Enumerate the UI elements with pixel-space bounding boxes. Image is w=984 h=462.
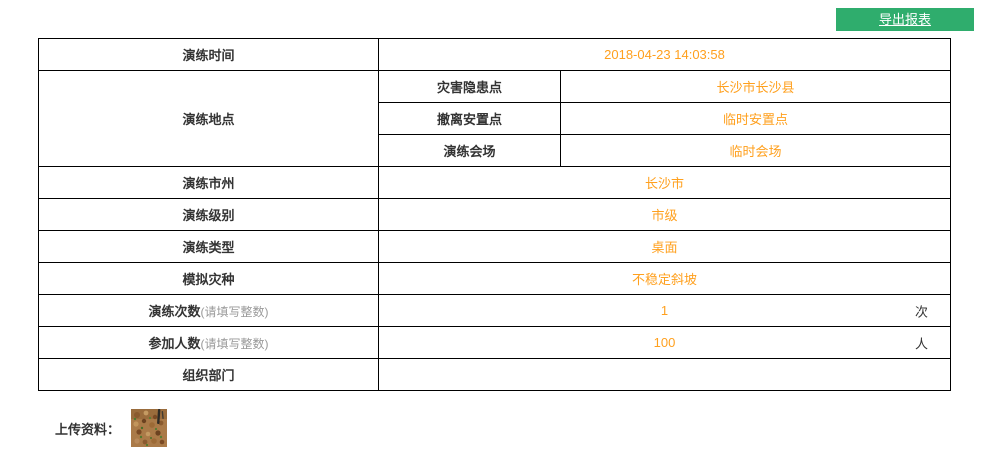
organizing-department-label: 组织部门 <box>38 358 379 391</box>
drill-time-label: 演练时间 <box>38 38 379 71</box>
export-report-button[interactable]: 导出报表 <box>836 8 974 31</box>
evacuation-point-label: 撤离安置点 <box>378 102 561 135</box>
participants-label-text: 参加人数 <box>148 336 201 351</box>
simulated-disaster-label: 模拟灾种 <box>38 262 379 295</box>
drill-count-number[interactable]: 1 <box>660 303 669 318</box>
participants-unit: 人 <box>914 336 928 351</box>
soil-photo-thumbnail[interactable] <box>131 409 168 447</box>
evacuation-point-value[interactable]: 临时安置点 <box>560 102 951 135</box>
drill-count-label: 演练次数(请填写整数) <box>38 294 379 327</box>
drill-count-unit: 次 <box>914 304 928 319</box>
upload-materials-label: 上传资料： <box>55 421 121 437</box>
row-drill-location-evacuation: 撤离安置点 临时安置点 <box>39 102 951 135</box>
drill-level-label: 演练级别 <box>38 198 379 231</box>
row-drill-level: 演练级别 市级 <box>38 198 951 231</box>
participants-hint: (请填写整数) <box>200 337 269 351</box>
row-drill-location-hazard: 演练地点 灾害隐患点 长沙市长沙县 <box>38 70 951 167</box>
hazard-point-label: 灾害隐患点 <box>378 70 561 103</box>
participants-number[interactable]: 100 <box>653 335 676 350</box>
drill-type-label: 演练类型 <box>38 230 379 263</box>
drill-time-value[interactable]: 2018-04-23 14:03:58 <box>378 38 951 71</box>
row-participants: 参加人数(请填写整数) 100 人 <box>38 326 951 359</box>
simulated-disaster-value[interactable]: 不稳定斜坡 <box>378 262 951 295</box>
drill-venue-label: 演练会场 <box>378 134 561 167</box>
row-drill-time: 演练时间 2018-04-23 14:03:58 <box>38 38 951 71</box>
row-drill-type: 演练类型 桌面 <box>38 230 951 263</box>
participants-value[interactable]: 100 人 <box>378 326 951 359</box>
upload-materials-section: 上传资料： <box>55 407 168 449</box>
participants-label: 参加人数(请填写整数) <box>38 326 379 359</box>
drill-city-value[interactable]: 长沙市 <box>378 166 951 199</box>
drill-venue-value[interactable]: 临时会场 <box>560 134 951 167</box>
organizing-department-value[interactable] <box>378 358 951 391</box>
drill-level-value[interactable]: 市级 <box>378 198 951 231</box>
drill-city-label: 演练市州 <box>38 166 379 199</box>
row-organizing-department: 组织部门 <box>38 358 951 391</box>
row-drill-location-venue: 演练会场 临时会场 <box>39 134 951 167</box>
drill-location-label: 演练地点 <box>38 70 379 167</box>
drill-report-table: 演练时间 2018-04-23 14:03:58 演练地点 灾害隐患点 长沙市长… <box>38 38 951 391</box>
hazard-point-value[interactable]: 长沙市长沙县 <box>560 70 951 103</box>
drill-count-hint: (请填写整数) <box>200 305 269 319</box>
row-simulated-disaster: 模拟灾种 不稳定斜坡 <box>38 262 951 295</box>
drill-type-value[interactable]: 桌面 <box>378 230 951 263</box>
row-drill-count: 演练次数(请填写整数) 1 次 <box>38 294 951 327</box>
drill-count-label-text: 演练次数 <box>148 304 201 319</box>
row-drill-city: 演练市州 长沙市 <box>38 166 951 199</box>
drill-count-value[interactable]: 1 次 <box>378 294 951 327</box>
